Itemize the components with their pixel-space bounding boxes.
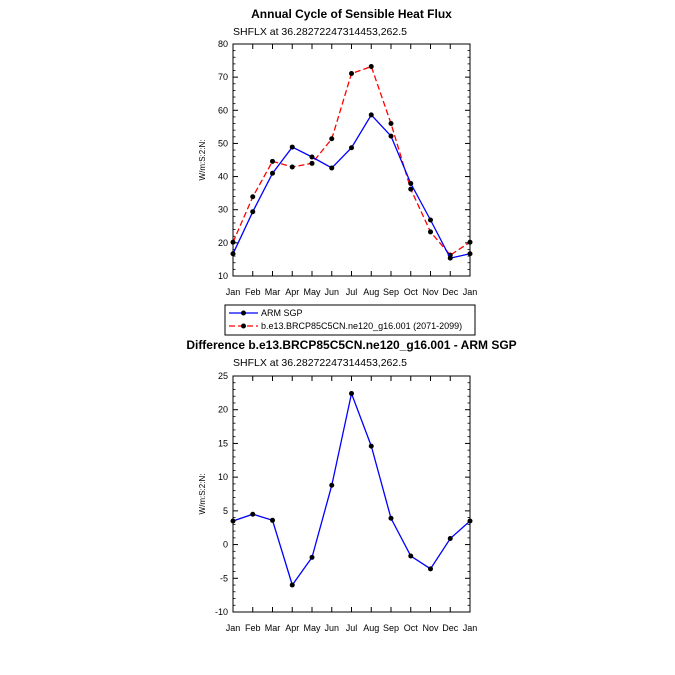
data-point <box>368 443 374 449</box>
data-point <box>270 517 275 523</box>
data-point <box>289 582 295 588</box>
data-point <box>467 239 473 245</box>
x-tick-label: Apr <box>285 623 299 633</box>
data-point <box>428 217 433 223</box>
data-point <box>368 64 374 70</box>
y-tick-label: 40 <box>218 172 228 182</box>
x-tick-label: Nov <box>422 623 439 633</box>
y-tick-label: 0 <box>223 540 228 550</box>
y-tick-label: -5 <box>220 573 228 583</box>
data-point <box>309 154 315 160</box>
y-tick-label: 70 <box>218 72 228 82</box>
chart-subtitle: SHFLX at 36.28272247314453,262.5 <box>233 357 407 369</box>
series-line-0 <box>232 391 471 587</box>
legend-box <box>224 304 476 336</box>
data-point <box>329 165 335 171</box>
x-tick-label: Feb <box>245 623 261 633</box>
data-point <box>270 158 275 164</box>
y-tick-label: 60 <box>218 105 228 115</box>
x-tick-label: Jan <box>226 623 241 633</box>
data-point <box>250 194 256 200</box>
x-tick-label: Feb <box>245 287 261 297</box>
data-point <box>329 482 335 488</box>
data-point <box>408 553 414 559</box>
x-tick-label: Apr <box>285 287 299 297</box>
data-point <box>447 255 453 261</box>
x-tick-label: Oct <box>404 623 419 633</box>
data-point <box>467 518 473 524</box>
data-point <box>368 112 374 118</box>
x-tick-label: Jun <box>324 623 339 633</box>
x-tick-label: Jun <box>324 287 339 297</box>
data-point <box>250 511 256 517</box>
data-point <box>349 391 354 397</box>
x-tick-label: Mar <box>265 623 281 633</box>
y-tick-label: 5 <box>223 506 228 516</box>
x-tick-label: Oct <box>404 287 419 297</box>
y-tick-label: 20 <box>218 238 228 248</box>
data-point <box>309 160 315 166</box>
x-tick-label: Jul <box>346 623 358 633</box>
data-point <box>388 515 394 521</box>
legend-label-0: ARM SGP <box>261 308 303 318</box>
chart-subtitle: SHFLX at 36.28272247314453,262.5 <box>233 26 407 38</box>
legend-label-1: b.e13.BRCP85C5CN.ne120_g16.001 (2071-209… <box>261 321 462 331</box>
x-tick-label: Sep <box>383 287 399 297</box>
legend-marker <box>241 310 246 316</box>
y-tick-label: -10 <box>215 607 228 617</box>
data-point <box>408 181 414 187</box>
x-tick-label: Jan <box>226 287 241 297</box>
data-point <box>329 136 335 142</box>
y-axis-label: W/m:S:2:N: <box>198 474 207 515</box>
x-tick-label: Aug <box>363 623 379 633</box>
y-tick-label: 50 <box>218 138 228 148</box>
y-tick-label: 30 <box>218 205 228 215</box>
data-point <box>270 170 275 176</box>
data-point <box>230 518 236 524</box>
data-point <box>428 566 433 572</box>
y-tick-label: 25 <box>218 371 228 381</box>
data-point <box>289 164 295 170</box>
legend-marker <box>241 323 246 329</box>
x-tick-label: Aug <box>363 287 379 297</box>
y-tick-label: 10 <box>218 271 228 281</box>
chart-title: Annual Cycle of Sensible Heat Flux <box>251 7 452 21</box>
y-tick-label: 20 <box>218 405 228 415</box>
y-axis-label: W/m:S:2:N: <box>198 140 207 181</box>
data-point <box>388 133 394 139</box>
x-tick-label: Jan <box>463 623 478 633</box>
data-point <box>250 209 256 215</box>
y-tick-label: 80 <box>218 39 228 49</box>
data-point <box>447 536 453 542</box>
x-tick-label: Jul <box>346 287 358 297</box>
chart-title: Difference b.e13.BRCP85C5CN.ne120_g16.00… <box>186 338 516 352</box>
data-point <box>428 229 433 235</box>
x-tick-label: Mar <box>265 287 281 297</box>
x-tick-label: Dec <box>442 623 459 633</box>
x-tick-label: Sep <box>383 623 399 633</box>
y-tick-label: 10 <box>218 472 228 482</box>
x-tick-label: May <box>303 623 321 633</box>
x-tick-label: May <box>303 287 321 297</box>
data-point <box>309 554 315 560</box>
data-point <box>467 251 473 257</box>
x-tick-label: Dec <box>442 287 459 297</box>
plot-frame <box>232 43 471 277</box>
data-point <box>289 144 295 150</box>
data-point <box>230 251 236 257</box>
data-point <box>349 70 354 76</box>
plot-frame <box>232 375 471 613</box>
x-tick-label: Jan <box>463 287 478 297</box>
x-tick-label: Nov <box>422 287 439 297</box>
data-point <box>388 121 394 127</box>
y-tick-label: 15 <box>218 438 228 448</box>
data-point <box>349 145 354 151</box>
data-point <box>230 239 236 245</box>
data-point <box>408 186 414 192</box>
